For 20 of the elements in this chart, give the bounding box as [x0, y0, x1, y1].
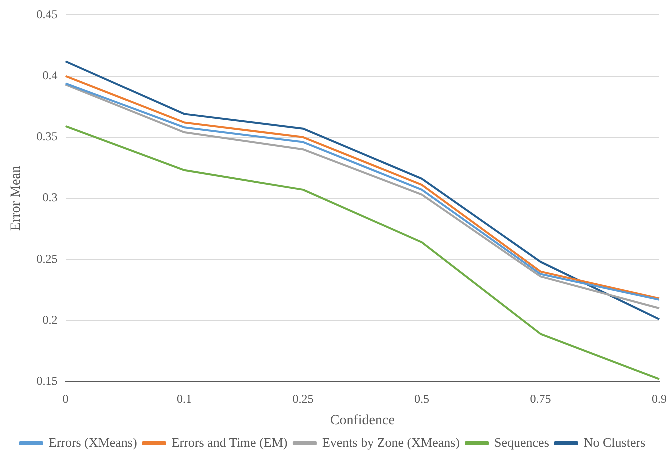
legend-label: Errors and Time (EM) [172, 434, 288, 450]
y-tick-label: 0.25 [36, 252, 58, 266]
y-tick-label: 0.15 [36, 374, 58, 388]
y-tick-label: 0.45 [36, 7, 58, 22]
y-tick-label: 0.35 [36, 130, 58, 144]
x-tick-label: 0.75 [530, 392, 552, 406]
x-tick-label: 0 [62, 392, 69, 406]
x-tick-label: 0.25 [292, 392, 314, 406]
y-tick-label: 0.4 [42, 68, 58, 82]
y-tick-label: 0.2 [42, 312, 58, 327]
x-axis-title: Confidence [330, 413, 395, 428]
y-tick-label: 0.3 [42, 190, 58, 205]
legend-label: Errors (XMeans) [48, 434, 138, 450]
x-tick-label: 0.9 [652, 392, 667, 406]
x-tick-label: 0.1 [177, 392, 192, 406]
legend-label: No Clusters [584, 434, 646, 450]
legend-label: Events by Zone (XMeans) [322, 434, 460, 450]
y-axis-title: Error Mean [9, 166, 24, 231]
x-tick-label: 0.5 [414, 392, 430, 406]
legend-label: Sequences [494, 434, 550, 450]
